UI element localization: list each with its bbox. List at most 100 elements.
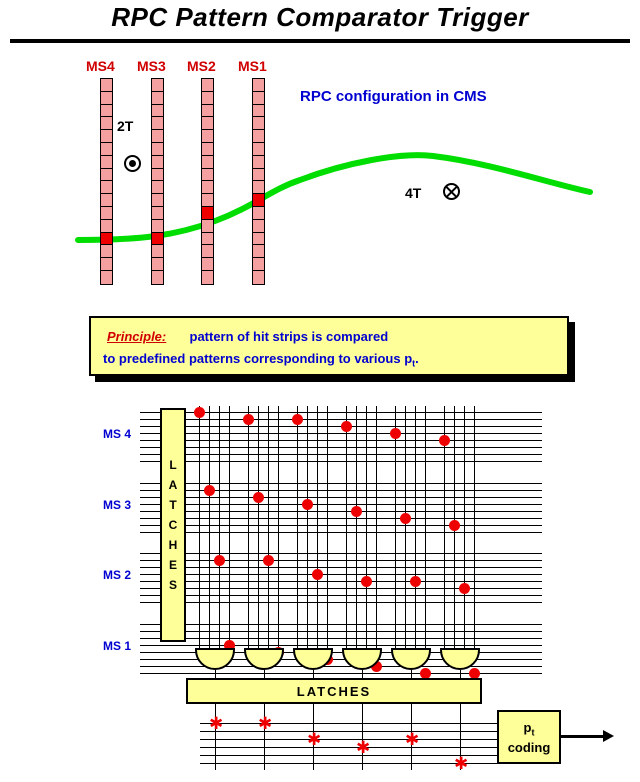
pattern-hit-dot	[468, 667, 480, 679]
pattern-hit-dot	[340, 420, 352, 432]
strip-signal-line	[140, 483, 542, 484]
strip-signal-line	[140, 419, 542, 420]
pattern-column-line	[444, 406, 445, 648]
strip-cell	[202, 169, 213, 182]
strip-cell	[202, 156, 213, 169]
pattern-column-line	[209, 406, 210, 648]
strip-cell	[202, 117, 213, 131]
pattern-column-line	[425, 406, 426, 648]
strip-signal-line	[140, 567, 542, 568]
hit-strip-cell	[202, 206, 213, 220]
pattern-hit-dot	[291, 413, 303, 425]
pt-coding-line	[200, 747, 498, 748]
pattern-hit-dot	[223, 639, 235, 651]
pattern-column-line	[278, 406, 279, 648]
latches-letter: H	[168, 538, 178, 552]
pattern-column-line	[366, 406, 367, 648]
pt-coding-hit-star: ✱	[258, 714, 273, 733]
pattern-hit-dot	[311, 568, 323, 580]
pattern-column-line	[297, 406, 298, 648]
principle-line-2: to predefined patterns corresponding to …	[103, 351, 419, 369]
gate-output-stem	[460, 670, 461, 678]
strip-cell	[253, 233, 264, 246]
pattern-hit-dot	[370, 660, 382, 672]
pattern-hit-dot	[350, 505, 362, 517]
strip-cell	[152, 143, 163, 156]
strip-signal-line	[140, 504, 542, 505]
strip-cell	[101, 194, 112, 207]
principle-box: Principle: pattern of hit strips is comp…	[89, 316, 569, 376]
logic-station-label: MS 2	[103, 568, 132, 583]
pattern-column-line	[395, 406, 396, 648]
pattern-hit-dot	[193, 406, 205, 418]
strip-cell	[253, 207, 264, 220]
strip-signal-line	[140, 645, 542, 646]
pattern-hit-dot	[438, 434, 450, 446]
principle-text-2a: to predefined patterns corresponding to …	[103, 351, 413, 366]
muon-track-curve	[75, 152, 593, 243]
strip-cell	[152, 79, 163, 92]
strip-cell	[152, 220, 163, 233]
strip-cell	[253, 181, 264, 195]
latches-letter: A	[168, 478, 178, 492]
strip-cell	[202, 181, 213, 195]
strip-cell	[101, 181, 112, 195]
strip-cell	[202, 245, 213, 259]
station-label-ms3: MS3	[137, 58, 166, 74]
strip-cell	[152, 245, 163, 259]
latches-letter: S	[168, 578, 177, 592]
strip-cell	[152, 271, 163, 284]
pattern-column-line	[258, 406, 259, 648]
logic-station-label: MS 3	[103, 497, 132, 512]
principle-keyword: Principle:	[107, 329, 167, 344]
strip-cell	[101, 156, 112, 169]
logic-station-label: MS 1	[103, 638, 132, 653]
rpc-strip-plane	[252, 78, 265, 285]
pattern-hit-dot	[389, 427, 401, 439]
station-label-ms4: MS4	[86, 58, 115, 74]
strip-cell	[202, 130, 213, 143]
strip-cell	[152, 92, 163, 105]
pt-coding-box[interactable]: pt coding	[497, 710, 561, 764]
latches-bar[interactable]: LATCHES	[186, 678, 482, 704]
strip-cell	[202, 105, 213, 118]
field-2t-label: 2T	[117, 118, 134, 134]
strip-cell	[202, 79, 213, 92]
strip-signal-line	[140, 581, 542, 582]
principle-subscript-t: t	[412, 358, 416, 369]
logic-station-label: MS 4	[103, 427, 132, 442]
pattern-column-line	[199, 406, 200, 648]
strip-cell	[101, 258, 112, 271]
pt-coding-hit-star: ✱	[405, 730, 420, 749]
strip-signal-line	[140, 638, 542, 639]
pt-coding-line	[200, 755, 498, 756]
hit-strip-cell	[101, 232, 112, 246]
strip-cell	[152, 169, 163, 182]
pattern-hit-dot	[242, 413, 254, 425]
pt-coding-column-line	[313, 704, 314, 770]
latches-letter: C	[168, 518, 178, 532]
strip-cell	[253, 258, 264, 271]
pt-coding-hit-star: ✱	[209, 714, 224, 733]
strip-cell	[202, 143, 213, 156]
strip-cell	[253, 130, 264, 143]
pattern-hit-dot	[458, 582, 470, 594]
strip-cell	[253, 143, 264, 156]
gate-output-stem	[215, 670, 216, 678]
gate-output-stem	[313, 670, 314, 678]
strip-cell	[101, 143, 112, 156]
pattern-hit-dot	[301, 498, 313, 510]
pt-coding-column-line	[264, 704, 265, 770]
field-4t-label: 4T	[405, 185, 422, 201]
strip-cell	[253, 117, 264, 131]
rpc-strip-plane	[201, 78, 214, 285]
principle-text-1: pattern of hit strips is compared	[189, 329, 389, 344]
rpc-strip-plane	[151, 78, 164, 285]
station-label-ms1: MS1	[238, 58, 267, 74]
page-title: RPC Pattern Comparator Trigger	[111, 2, 529, 32]
strip-signal-line	[140, 497, 542, 498]
strip-cell	[202, 233, 213, 246]
strip-signal-line	[140, 447, 542, 448]
latches-column[interactable]: L A T C H E S	[160, 408, 186, 642]
